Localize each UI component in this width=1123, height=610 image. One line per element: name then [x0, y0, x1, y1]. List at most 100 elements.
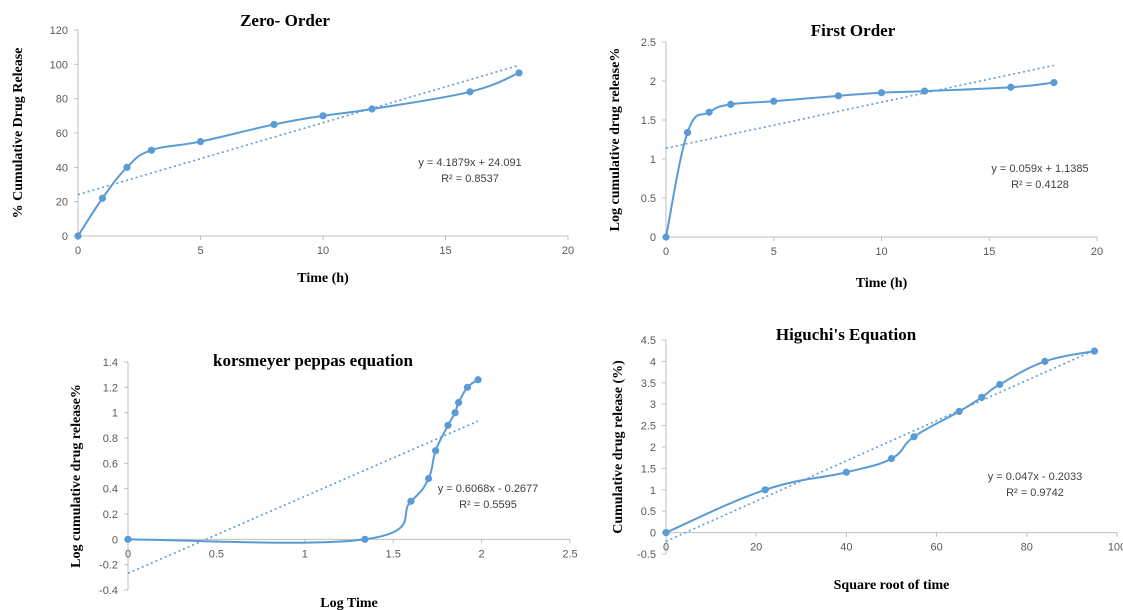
x-axis-label: Time (h) [297, 271, 349, 286]
y-tick-label: 80 [56, 94, 68, 106]
trendline [665, 64, 1055, 149]
y-tick-label: -0.4 [99, 585, 118, 597]
data-point [515, 69, 523, 77]
y-tick-label: 4.5 [641, 335, 656, 347]
chart-4: Higuchi's Equation 0 20 40 60 80 100 -0.5 0 0.5 1 1… [611, 325, 1123, 593]
y-tick-label: 0.2 [103, 509, 118, 521]
chart-2: First Order 0 5 10 15 20 0 0.5 1 1.5 2 2.5 Time (h) L… [608, 21, 1103, 291]
x-tick-label: 20 [1091, 246, 1103, 258]
r-squared-label: R² = 0.5595 [459, 499, 517, 511]
x-axis-label: Log Time [320, 596, 377, 610]
y-tick-label: -0.5 [637, 549, 656, 561]
y-tick-label: 1 [650, 154, 656, 166]
series-line [77, 71, 520, 237]
r-squared-label: R² = 0.4128 [1011, 179, 1069, 191]
trendline [665, 349, 1095, 543]
x-tick-label: 1 [302, 548, 308, 560]
y-tick-label: 0.6 [103, 458, 118, 470]
trendline [127, 420, 479, 574]
y-tick-label: 2.5 [641, 421, 656, 433]
y-axis-label: Log cumulative drug release% [69, 384, 84, 568]
y-axis-label: Log cumulative drug release% [608, 48, 623, 232]
data-point [451, 409, 459, 417]
data-point [474, 376, 482, 384]
data-point [74, 232, 82, 240]
data-point [887, 454, 896, 463]
data-point [368, 105, 376, 113]
y-tick-label: 0.5 [641, 506, 656, 518]
x-tick-label: 2 [479, 548, 485, 560]
x-tick-label: 0 [663, 246, 669, 258]
y-tick-label: 60 [56, 128, 68, 140]
y-tick-label: 0 [650, 232, 656, 244]
x-tick-label: 20 [562, 245, 574, 257]
data-point [424, 474, 433, 483]
x-tick-label: 0 [75, 245, 81, 257]
chart-title: Zero- Order [240, 11, 330, 30]
y-tick-label: 1 [112, 408, 118, 420]
y-tick-label: 0 [650, 528, 656, 540]
x-tick-label: 0.5 [209, 548, 224, 560]
data-point [196, 137, 205, 146]
x-tick-label: 15 [439, 245, 451, 257]
data-point [761, 486, 769, 494]
y-tick-label: 1.5 [641, 115, 656, 127]
data-point [455, 398, 463, 407]
data-point [996, 380, 1004, 389]
y-axis-label: % Cumulative Drug Release [11, 48, 26, 219]
series-line [127, 378, 479, 544]
x-tick-label: 0 [663, 542, 669, 554]
series-line [665, 81, 1055, 238]
x-tick-label: 2.5 [562, 548, 577, 560]
x-tick-label: 10 [875, 246, 887, 258]
y-tick-label: 0 [112, 534, 118, 546]
data-point [432, 447, 440, 455]
data-point [319, 112, 327, 120]
y-tick-label: 2 [650, 442, 656, 454]
y-tick-label: 1.2 [103, 382, 118, 394]
y-tick-label: 40 [56, 162, 68, 174]
data-point [877, 89, 886, 97]
y-tick-label: -0.2 [99, 560, 118, 572]
data-point [921, 87, 929, 95]
data-point [124, 535, 132, 543]
y-tick-label: 20 [56, 197, 68, 209]
x-tick-label: 20 [750, 542, 762, 554]
chart-1: Zero- Order 0 5 10 15 20 0 20 40 60 80 100 120 Time (… [11, 11, 574, 286]
y-tick-label: 120 [50, 25, 68, 37]
trendline [77, 64, 520, 196]
x-tick-label: 80 [1021, 542, 1033, 554]
y-tick-label: 1.4 [103, 357, 118, 369]
y-tick-label: 1.5 [641, 463, 656, 475]
data-point [683, 128, 692, 137]
x-tick-label: 5 [771, 246, 777, 258]
x-tick-label: 40 [840, 542, 852, 554]
data-point [361, 535, 369, 543]
data-point [147, 146, 156, 154]
x-tick-label: 0 [125, 548, 131, 560]
data-point [98, 194, 107, 202]
x-tick-label: 15 [983, 246, 995, 258]
chart-3: korsmeyer peppas equation 0 0.5 1 1.5 2 2.5 -0.… [69, 351, 578, 610]
chart-title: First Order [811, 21, 896, 40]
data-point [1041, 357, 1049, 365]
y-tick-label: 100 [50, 59, 68, 71]
y-tick-label: 0.4 [103, 484, 118, 496]
x-tick-label: 5 [197, 245, 203, 257]
data-point [842, 468, 851, 476]
data-point [123, 163, 131, 171]
y-tick-label: 0.5 [641, 193, 656, 205]
x-tick-label: 60 [930, 542, 942, 554]
x-axis-label: Time (h) [856, 276, 908, 291]
data-point [978, 393, 986, 401]
x-tick-label: 1.5 [386, 548, 401, 560]
r-squared-label: R² = 0.8537 [441, 173, 499, 185]
data-point [662, 233, 670, 241]
data-point [407, 497, 415, 505]
x-axis-label: Square root of time [834, 578, 950, 593]
data-point [770, 97, 778, 105]
x-tick-label: 100 [1108, 542, 1123, 554]
data-point [1007, 83, 1015, 91]
y-tick-label: 2 [650, 76, 656, 88]
x-tick-label: 10 [317, 245, 329, 257]
